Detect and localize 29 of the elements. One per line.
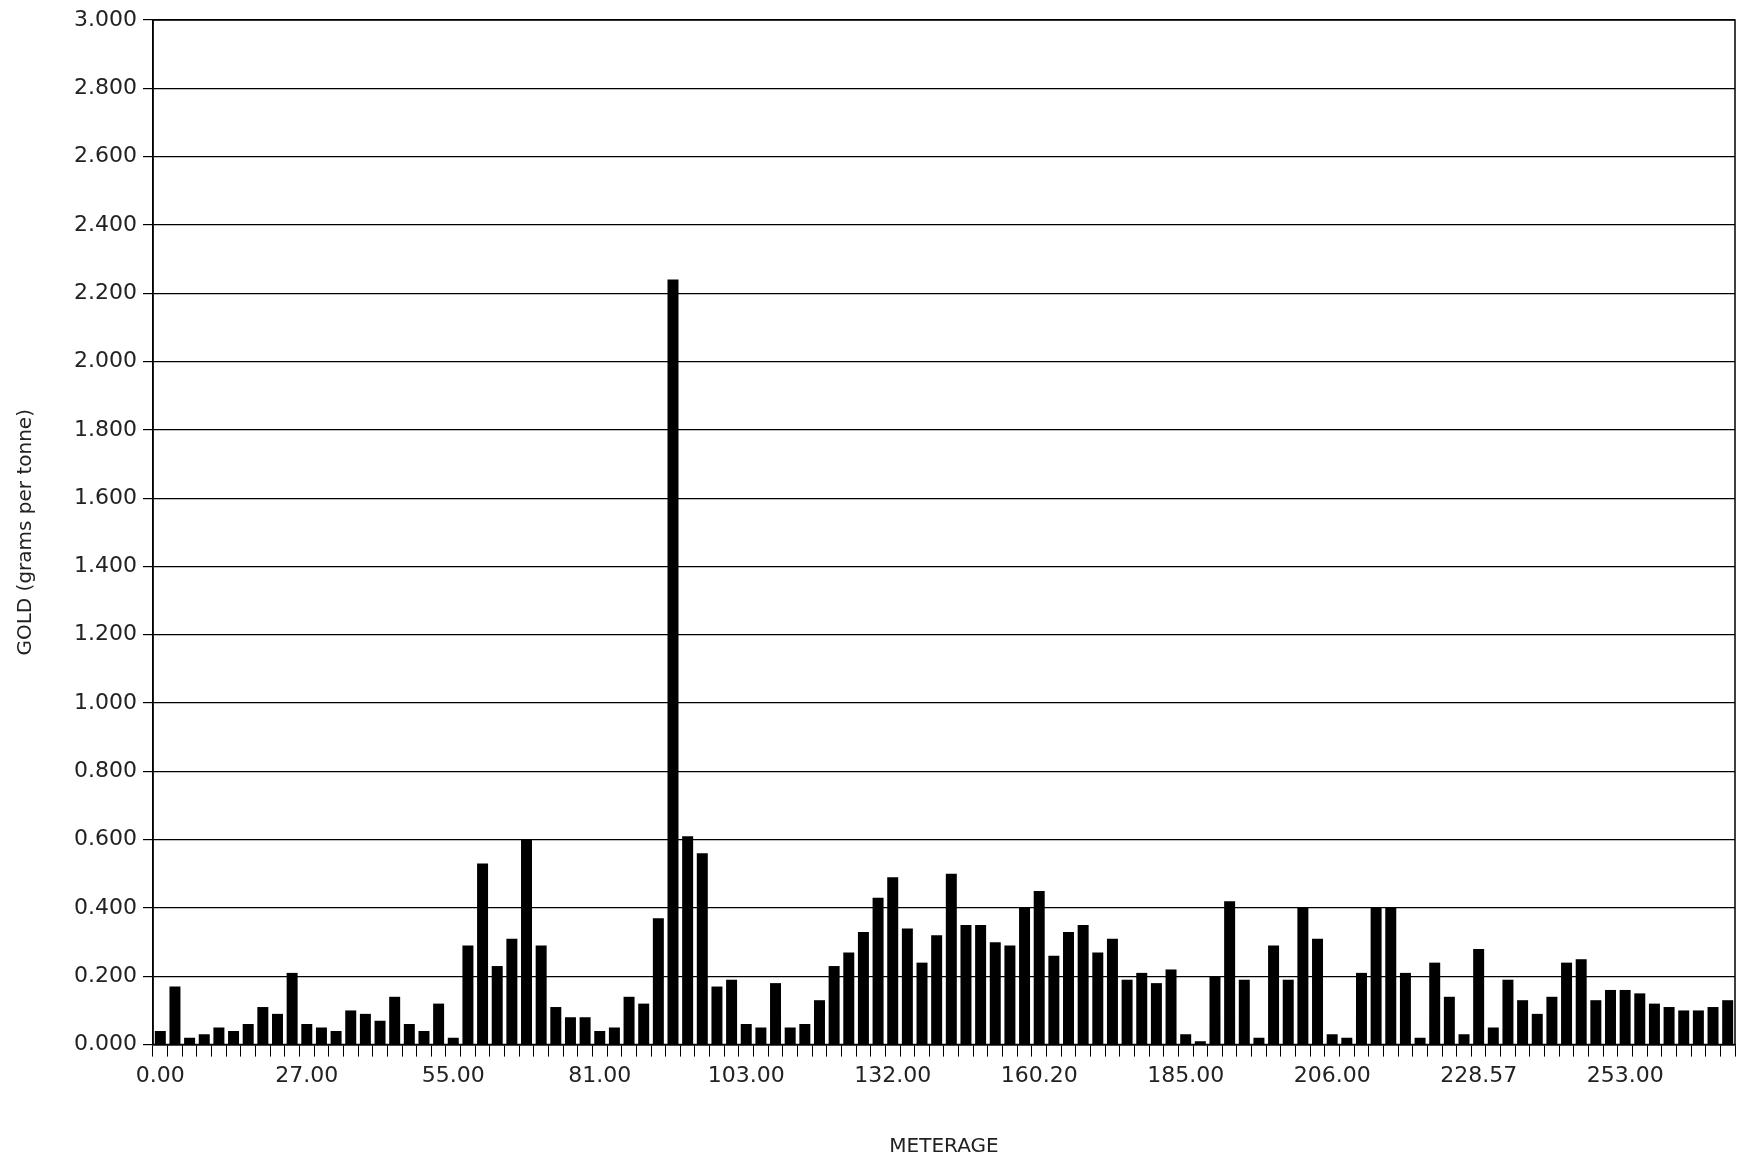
y-tick-label: 0.800 bbox=[74, 757, 137, 783]
x-tick-label: 185.00 bbox=[1147, 1061, 1225, 1087]
y-tick-label: 0.000 bbox=[74, 1030, 137, 1056]
y-tick-label: 1.200 bbox=[74, 620, 137, 646]
x-tick-label: 253.00 bbox=[1586, 1061, 1664, 1087]
y-tick-label: 1.800 bbox=[74, 415, 137, 441]
y-tick-label: 3.000 bbox=[74, 5, 137, 31]
y-tick-label: 2.800 bbox=[74, 74, 137, 100]
x-axis-title: METERAGE bbox=[889, 1133, 999, 1158]
x-tick-label: 228.57 bbox=[1440, 1061, 1518, 1087]
y-tick-label: 1.000 bbox=[74, 688, 137, 714]
x-tick-label: 103.00 bbox=[707, 1061, 785, 1087]
x-tick-label: 81.00 bbox=[568, 1061, 632, 1087]
y-tick-label: 1.400 bbox=[74, 552, 137, 578]
y-tick-label: 2.400 bbox=[74, 210, 137, 236]
x-tick-label: 55.00 bbox=[421, 1061, 485, 1087]
y-tick-label: 2.200 bbox=[74, 278, 137, 304]
x-tick-label: 132.00 bbox=[854, 1061, 932, 1087]
y-tick-label: 0.600 bbox=[74, 825, 137, 851]
y-tick-label: 0.200 bbox=[74, 962, 137, 988]
y-tick-label: 0.400 bbox=[74, 893, 137, 919]
x-tick-label: 0.00 bbox=[135, 1061, 185, 1087]
x-tick-label: 160.20 bbox=[1000, 1061, 1078, 1087]
x-tick-label: 27.00 bbox=[275, 1061, 339, 1087]
y-tick-label: 1.600 bbox=[74, 483, 137, 509]
y-axis-title: GOLD (grams per tonne) bbox=[12, 409, 37, 656]
y-tick-label: 2.000 bbox=[74, 347, 137, 373]
x-tick-label: 206.00 bbox=[1293, 1061, 1371, 1087]
y-tick-label: 2.600 bbox=[74, 142, 137, 168]
